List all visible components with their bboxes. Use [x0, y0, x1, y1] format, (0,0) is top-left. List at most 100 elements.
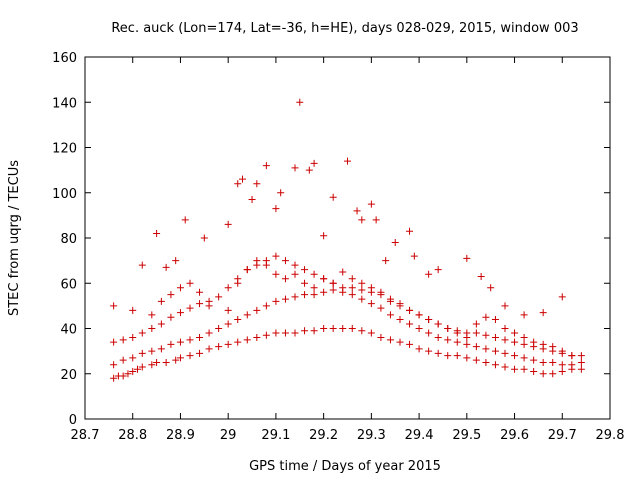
data-point [491, 361, 499, 369]
data-point [148, 347, 156, 355]
data-point [539, 340, 547, 348]
data-point [291, 293, 299, 301]
data-point [415, 311, 423, 319]
y-tick-label: 80 [60, 232, 77, 247]
data-point [358, 286, 366, 294]
data-point [444, 336, 452, 344]
data-point [196, 300, 204, 308]
data-point [138, 329, 146, 337]
data-point [577, 358, 585, 366]
data-point [520, 365, 528, 373]
data-point [181, 216, 189, 224]
data-point [568, 361, 576, 369]
data-point [348, 284, 356, 292]
data-point [491, 334, 499, 342]
data-point [162, 263, 170, 271]
data-point [224, 340, 232, 348]
data-point [549, 370, 557, 378]
data-point [329, 325, 337, 332]
data-point [377, 304, 385, 312]
data-point [281, 295, 289, 303]
data-point [511, 365, 519, 373]
data-point [310, 291, 318, 299]
data-point [148, 311, 156, 319]
data-point [224, 320, 232, 328]
data-point [463, 254, 471, 262]
data-point [110, 302, 118, 310]
data-point [310, 270, 318, 278]
x-axis-label: GPS time / Days of year 2015 [249, 459, 441, 474]
data-point [215, 343, 223, 351]
data-point [153, 229, 161, 237]
data-point [110, 361, 118, 369]
y-tick-label: 120 [52, 142, 77, 157]
data-point [262, 162, 270, 170]
x-tick-label: 28.8 [118, 428, 147, 443]
data-point [425, 270, 433, 278]
data-point [291, 261, 299, 269]
data-point [138, 261, 146, 269]
data-point [530, 338, 538, 346]
data-point [434, 334, 442, 342]
data-point [296, 98, 304, 106]
data-point [367, 329, 375, 337]
x-tick-label: 29.1 [261, 428, 290, 443]
data-point [320, 288, 328, 296]
data-point [253, 257, 261, 265]
data-point [186, 304, 194, 312]
y-axis-label: STEC from uqrg / TECUs [7, 160, 22, 316]
data-point [511, 338, 519, 346]
data-point [129, 306, 137, 314]
data-point [501, 325, 509, 332]
data-point [358, 327, 366, 335]
data-point [124, 370, 132, 378]
data-point [224, 220, 232, 228]
x-tick-label: 28.9 [166, 428, 195, 443]
data-point [530, 367, 538, 375]
data-point [568, 352, 576, 360]
data-point [167, 313, 175, 321]
data-point [234, 180, 242, 188]
data-point [367, 200, 375, 208]
data-point [301, 279, 309, 287]
data-point [501, 336, 509, 344]
data-point [215, 325, 223, 332]
data-point [277, 189, 285, 197]
y-tick-label: 0 [69, 413, 77, 428]
data-point [119, 336, 127, 344]
data-point [453, 329, 461, 337]
data-point [272, 297, 280, 305]
data-point [291, 270, 299, 278]
data-point [358, 279, 366, 287]
y-tick-label: 60 [60, 277, 77, 292]
data-point [253, 180, 261, 188]
data-point [172, 257, 180, 265]
data-point [320, 275, 328, 283]
data-point [520, 334, 528, 342]
data-point [487, 284, 495, 292]
data-point [539, 370, 547, 378]
data-point [272, 205, 280, 213]
data-point [224, 284, 232, 292]
data-point [482, 331, 490, 339]
data-point [406, 306, 414, 314]
data-point [310, 159, 318, 167]
x-axis: 28.7 28.8 28.9 29 29.1 29.2 29.3 29.4 29.5 29.6 29… [71, 57, 624, 443]
data-point [472, 329, 480, 337]
plot-frame [84, 56, 611, 420]
x-tick-label: 28.7 [71, 428, 100, 443]
data-point [453, 352, 461, 360]
data-point [234, 315, 242, 323]
data-point [110, 338, 118, 346]
data-point [491, 315, 499, 323]
data-point [167, 340, 175, 348]
data-point [425, 347, 433, 355]
data-point [520, 311, 528, 319]
data-point [482, 345, 490, 353]
data-point [224, 306, 232, 314]
data-point [310, 284, 318, 292]
data-point [501, 363, 509, 371]
y-tick-label: 40 [60, 323, 77, 338]
data-point [329, 279, 337, 287]
data-point [239, 175, 246, 183]
